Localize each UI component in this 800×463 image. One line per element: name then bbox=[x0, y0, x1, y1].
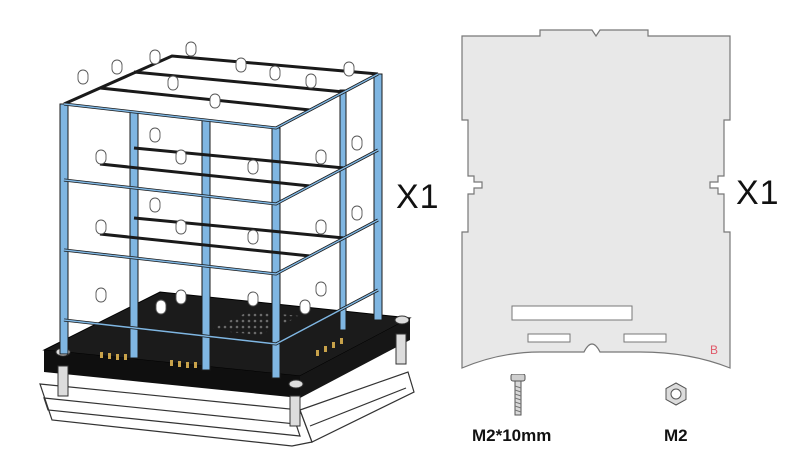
screw-label: M2*10mm bbox=[472, 426, 552, 445]
panel-slot-small-right bbox=[623, 333, 667, 343]
cube-quantity-label: X1 bbox=[396, 178, 440, 216]
panel-slot-small-left bbox=[527, 333, 571, 343]
nut-icon bbox=[665, 382, 687, 406]
panel-slot bbox=[511, 305, 633, 321]
panel-corner-mark: B bbox=[710, 343, 719, 357]
screw-icon bbox=[510, 374, 526, 416]
nut-label: M2 bbox=[664, 426, 688, 445]
acrylic-base-plates bbox=[39, 371, 415, 447]
acrylic-panel bbox=[461, 29, 731, 369]
panel-quantity-label: X1 bbox=[736, 174, 780, 212]
led-array bbox=[77, 41, 363, 315]
